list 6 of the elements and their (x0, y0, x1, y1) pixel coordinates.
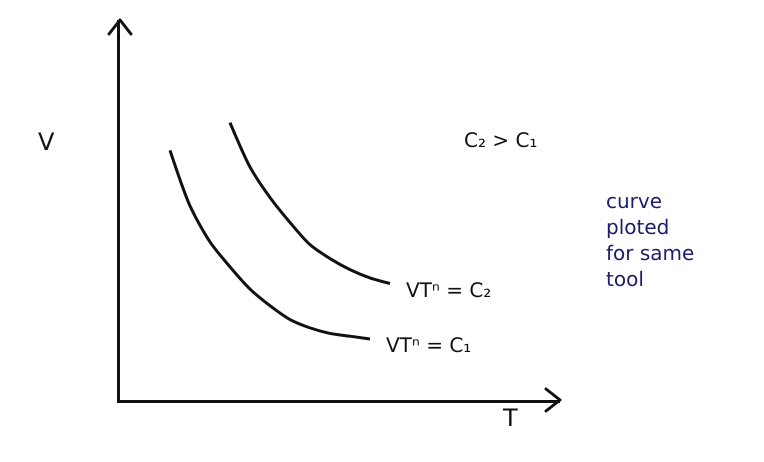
annotation: C₂ > C₁ (464, 128, 538, 152)
text: curve ploted for same tool (606, 189, 694, 291)
series-label: VTⁿ = C₂ (406, 278, 492, 302)
series-label: VTⁿ = C₁ (386, 333, 472, 357)
x-axis-title: T (502, 404, 518, 432)
y-axis-title: V (38, 128, 55, 156)
